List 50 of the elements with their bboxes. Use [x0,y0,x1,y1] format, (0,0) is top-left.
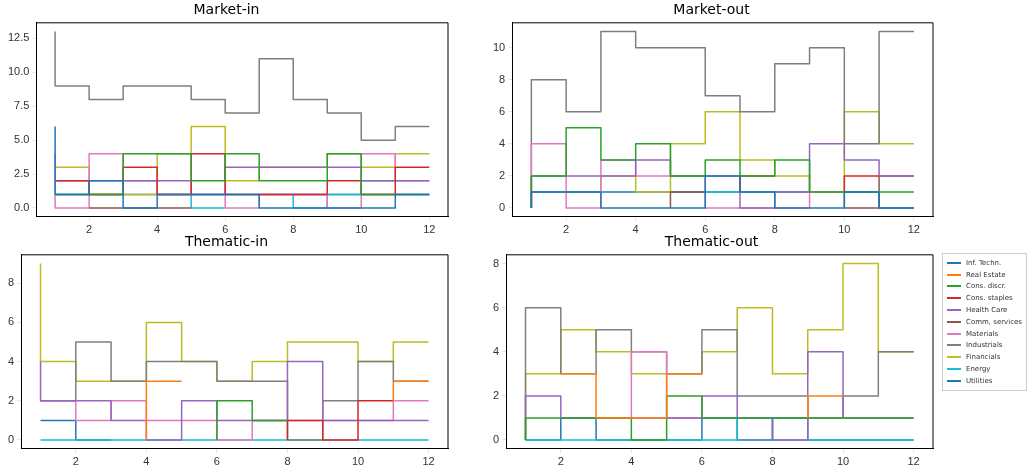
y-tick-label: 2 [499,168,506,181]
y-tick-label: 6 [7,315,15,328]
x-tick-label: 2 [563,223,570,236]
chart-title: Thematic-in [183,233,269,250]
y-tick-label: 2 [492,388,500,401]
x-tick-label: 8 [769,455,776,468]
x-tick-label: 10 [351,455,365,468]
x-tick-label: 4 [143,455,150,468]
x-tick-label: 2 [557,455,564,468]
x-tick-label: 10 [838,223,851,236]
x-tick-label: 6 [702,223,709,236]
x-tick-label: 8 [771,223,778,236]
y-tick-label: 6 [492,300,500,313]
x-tick-label: 2 [72,455,79,468]
y-tick-label: 4 [492,344,500,357]
x-tick-label: 12 [907,223,920,236]
x-tick-label: 4 [154,223,161,236]
x-tick-label: 8 [284,455,291,468]
y-tick-label: 8 [492,256,500,269]
x-tick-label: 6 [698,455,705,468]
x-tick-label: 12 [423,223,436,236]
y-tick-label: 0.0 [14,201,30,214]
y-tick-label: 8 [7,276,15,289]
x-tick-label: 10 [836,455,850,468]
x-tick-label: 12 [422,455,435,468]
y-tick-label: 2 [7,393,15,406]
y-tick-label: 5.0 [14,133,30,146]
y-tick-label: 2.5 [14,167,30,180]
y-tick-label: 8 [499,72,506,85]
x-tick-label: 8 [290,223,297,236]
y-tick-label: 4 [499,136,506,149]
x-tick-label: 4 [632,223,639,236]
y-tick-label: 10 [492,40,506,53]
y-tick-label: 6 [499,104,506,117]
chart-title: Thematic-out [663,233,759,250]
x-tick-label: 6 [213,455,220,468]
chart-title: Market-out [673,1,751,18]
y-tick-label: 4 [7,354,15,367]
x-tick-label: 4 [628,455,635,468]
chart-title: Market-in [193,1,260,18]
y-tick-label: 0 [7,433,15,446]
x-tick-label: 6 [222,223,229,236]
y-tick-label: 0 [492,433,500,446]
y-tick-label: 12.5 [7,31,30,44]
y-tick-label: 0 [499,201,506,214]
x-tick-label: 2 [86,223,93,236]
x-tick-label: 10 [355,223,368,236]
y-tick-label: 10.0 [7,65,30,78]
x-tick-label: 12 [907,455,920,468]
y-tick-label: 7.5 [14,99,30,112]
